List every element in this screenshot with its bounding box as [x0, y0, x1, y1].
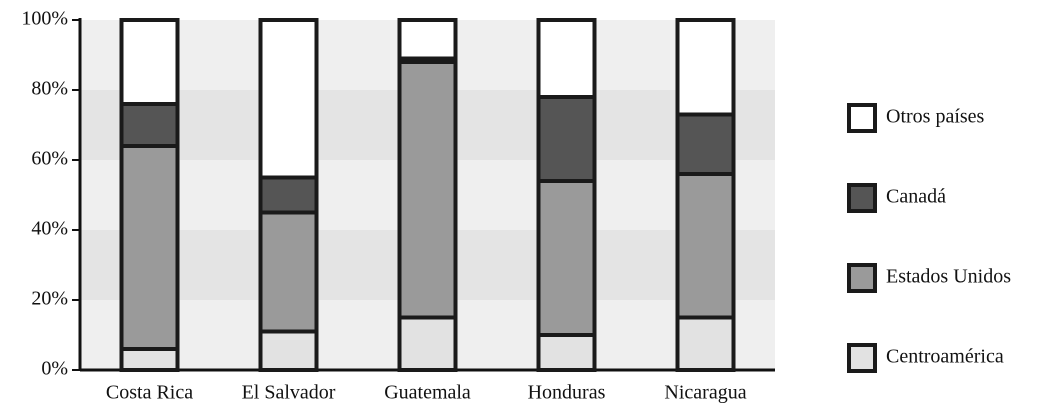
y-tick-label: 60%: [31, 148, 68, 170]
bar-segment: [678, 318, 734, 371]
bar-segment: [122, 104, 178, 146]
x-tick-label: Costa Rica: [106, 382, 193, 404]
x-tick-label: Nicaragua: [664, 382, 746, 404]
y-tick-label: 0%: [41, 358, 68, 380]
legend-label: Centroamérica: [886, 346, 1004, 368]
bar-segment: [261, 20, 317, 178]
x-tick-label: Guatemala: [384, 382, 471, 404]
bar-segment: [261, 178, 317, 213]
y-tick-label: 40%: [31, 218, 68, 240]
bar-segment: [678, 115, 734, 175]
bar-segment: [261, 213, 317, 332]
legend-label: Canadá: [886, 186, 946, 208]
bar-segment: [122, 349, 178, 370]
x-tick-label: Honduras: [528, 382, 606, 404]
legend-swatch: [849, 105, 875, 131]
bar-segment: [678, 174, 734, 318]
bar-segment: [400, 318, 456, 371]
legend-label: Otros países: [886, 106, 985, 128]
bar-segment: [400, 20, 456, 59]
legend-swatch: [849, 345, 875, 371]
chart: 0% 20% 40% 60% 80% 100% Costa Rica El Salvador G…: [0, 0, 1037, 406]
bar-segment: [539, 20, 595, 97]
x-tick-label: El Salvador: [242, 382, 336, 404]
bar-segment: [400, 62, 456, 318]
bar-segment: [539, 335, 595, 370]
y-tick-label: 100%: [21, 8, 68, 30]
bar-segment: [539, 181, 595, 335]
y-tick-label: 80%: [31, 78, 68, 100]
bar-segment: [678, 20, 734, 115]
legend-label: Estados Unidos: [886, 266, 1011, 288]
bar-segment: [261, 332, 317, 371]
legend-swatch: [849, 265, 875, 291]
bar-segment: [122, 146, 178, 349]
bar-segment: [539, 97, 595, 181]
legend-swatch: [849, 185, 875, 211]
y-tick-label: 20%: [31, 288, 68, 310]
bar-segment: [122, 20, 178, 104]
